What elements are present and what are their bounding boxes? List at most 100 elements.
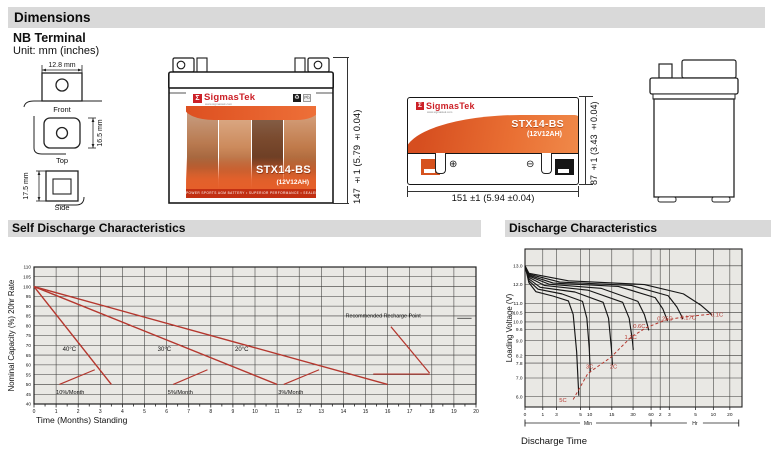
svg-text:8.2: 8.2 — [516, 353, 523, 359]
svg-text:40: 40 — [26, 402, 32, 407]
svg-text:9.0: 9.0 — [516, 338, 523, 344]
model-number: STX14-BS — [511, 118, 564, 130]
svg-text:20: 20 — [727, 412, 733, 418]
ext-line — [579, 184, 593, 185]
svg-text:9.6: 9.6 — [516, 327, 523, 333]
svg-text:14: 14 — [341, 409, 347, 415]
model-number: STX14-BS — [256, 164, 311, 176]
discharge-title: Discharge Characteristics — [509, 221, 658, 235]
battery-label: Σ SigmasTek www.sigmastek.com ♻ Pb STX14… — [186, 91, 316, 198]
svg-text:0: 0 — [524, 412, 527, 418]
pb-icon: Pb — [303, 94, 311, 102]
unit-note: Unit: mm (inches) — [13, 45, 100, 57]
svg-text:13.0: 13.0 — [513, 264, 523, 270]
terminal-slot — [435, 153, 446, 174]
svg-text:Nominal Capacity (%) 20hr Rate: Nominal Capacity (%) 20hr Rate — [7, 280, 16, 392]
svg-text:60: 60 — [26, 363, 32, 368]
svg-text:Time (Months) Standing: Time (Months) Standing — [36, 415, 128, 425]
svg-text:2: 2 — [659, 412, 662, 418]
svg-text:90: 90 — [26, 304, 32, 309]
ext-line — [333, 203, 349, 204]
height-dim-text: 147 ±1 (5.79 ±0.04) — [352, 109, 363, 204]
svg-text:10: 10 — [711, 412, 717, 418]
svg-text:0: 0 — [33, 409, 36, 415]
svg-text:5%/Month: 5%/Month — [168, 390, 193, 396]
svg-text:2: 2 — [77, 409, 80, 415]
svg-text:15: 15 — [363, 409, 369, 415]
svg-text:10: 10 — [587, 412, 593, 418]
svg-text:Min: Min — [584, 421, 592, 427]
svg-text:95: 95 — [26, 294, 32, 299]
svg-text:20: 20 — [473, 409, 479, 415]
svg-text:7: 7 — [187, 409, 190, 415]
svg-text:Recommended Recharge Point: Recommended Recharge Point — [346, 313, 422, 319]
svg-text:0.25C: 0.25C — [657, 316, 672, 322]
label-brand-band: Σ SigmasTek www.sigmastek.com ♻ Pb — [186, 91, 316, 106]
label-fineprint: POWER SPORTS AGM BATTERY • SUPERIOR PERF… — [186, 189, 316, 198]
svg-text:5: 5 — [694, 412, 697, 418]
model-spec: (12V12AH) — [276, 179, 309, 186]
brand-name: SigmasTek — [426, 101, 475, 111]
svg-text:12: 12 — [296, 409, 302, 415]
top-height-dim: 16.5 mm — [97, 119, 104, 146]
svg-text:16: 16 — [385, 409, 391, 415]
self-discharge-title: Self Discharge Characteristics — [12, 221, 186, 235]
front-label: Front — [53, 105, 71, 114]
self-discharge-section-header: Self Discharge Characteristics — [8, 220, 481, 237]
svg-text:13: 13 — [319, 409, 325, 415]
svg-text:0.1C: 0.1C — [711, 312, 723, 318]
terminal-slot — [541, 153, 552, 174]
width-dim-text: 151 ±1 (5.94 ±0.04) — [451, 193, 535, 204]
svg-text:3: 3 — [555, 412, 558, 418]
svg-text:100: 100 — [23, 284, 31, 289]
svg-text:5: 5 — [579, 412, 582, 418]
top-view-terminal-strip: ⊕ ⊖ — [408, 153, 578, 183]
svg-text:3: 3 — [668, 412, 671, 418]
depth-dimension: 87 ±1 (3.43 ±0.04) — [581, 96, 601, 185]
svg-text:45: 45 — [26, 392, 32, 397]
self-discharge-chart: 0 1 2 3 4 5 6 7 8 9 10 11 12 13 14 15 16 17 18 19 2040455055… — [7, 265, 479, 425]
width-dimension: 151 ±1 (5.94 ±0.04) — [407, 186, 579, 204]
svg-text:55: 55 — [26, 372, 32, 377]
svg-text:11.0: 11.0 — [514, 301, 523, 307]
dimensions-section-header: Dimensions — [8, 7, 765, 28]
svg-text:9: 9 — [232, 409, 235, 415]
svg-text:7.0: 7.0 — [516, 376, 523, 382]
svg-text:0.17C: 0.17C — [680, 316, 695, 322]
top-view-label: Σ SigmasTek www.sigmastek.com STX14-BS (… — [408, 98, 578, 153]
minus-symbol: ⊖ — [526, 159, 535, 170]
svg-text:12.0: 12.0 — [513, 282, 523, 288]
nb-terminal-heading: NB Terminal — [13, 31, 86, 45]
terminal-diagrams: 12.8 mm Front 16.5 mm Top 17.5 mm Side — [23, 62, 104, 212]
svg-text:30: 30 — [630, 412, 636, 418]
sigma-logo-icon: Σ — [416, 102, 424, 110]
svg-text:3C: 3C — [586, 365, 593, 371]
svg-text:Hr: Hr — [692, 421, 698, 427]
label-wave — [186, 106, 316, 120]
dimensions-title: Dimensions — [14, 10, 91, 25]
negative-terminal-marker — [555, 159, 574, 175]
svg-text:Discharge Time: Discharge Time — [521, 436, 587, 447]
label-picture-band: STX14-BS (12V12AH) — [186, 106, 316, 189]
svg-text:10.5: 10.5 — [513, 310, 523, 316]
plus-symbol: ⊕ — [449, 159, 458, 170]
svg-text:1: 1 — [55, 409, 58, 415]
front-width-dim: 12.8 mm — [48, 62, 75, 69]
svg-text:3%/Month: 3%/Month — [278, 390, 303, 396]
svg-text:85: 85 — [26, 314, 32, 319]
svg-text:70: 70 — [26, 343, 32, 348]
svg-text:6.0: 6.0 — [516, 394, 523, 400]
model-spec: (12V12AH) — [526, 131, 562, 138]
svg-text:19: 19 — [451, 409, 457, 415]
svg-text:6: 6 — [165, 409, 168, 415]
svg-text:3: 3 — [99, 409, 102, 415]
svg-text:10: 10 — [252, 409, 258, 415]
svg-text:10%/Month: 10%/Month — [56, 390, 84, 396]
discharge-section-header: Discharge Characteristics — [505, 220, 771, 237]
svg-text:17: 17 — [407, 409, 413, 415]
svg-text:0.6C: 0.6C — [633, 324, 645, 330]
svg-text:Loading Voltage (V): Loading Voltage (V) — [505, 293, 514, 362]
svg-text:40°C: 40°C — [63, 347, 77, 353]
svg-text:65: 65 — [26, 353, 32, 358]
